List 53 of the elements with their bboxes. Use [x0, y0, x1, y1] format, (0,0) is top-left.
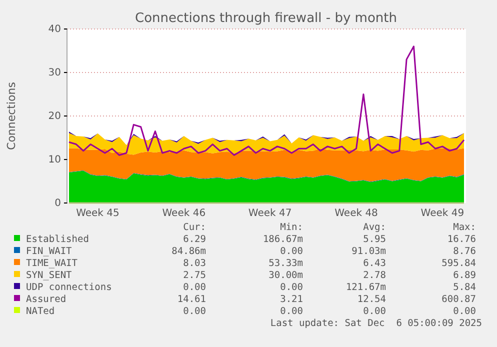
text: 0.00: [280, 306, 304, 317]
text: 12.54: [357, 294, 386, 305]
x-tick-label: Week 48: [334, 208, 378, 220]
text: 84.86m: [172, 246, 206, 257]
y-tick-label: 30: [48, 68, 61, 79]
text: 8.76: [453, 246, 476, 257]
text: Max:: [453, 222, 476, 233]
text: Avg:: [363, 222, 386, 233]
text: Cur:: [183, 222, 206, 233]
text: 0.00: [280, 282, 304, 293]
text: 2.78: [363, 270, 386, 281]
text: 53.33m: [268, 258, 304, 269]
legend-label: Established: [26, 234, 89, 245]
x-tick-label: Week 45: [76, 208, 120, 220]
x-tick-label: Week 47: [248, 208, 292, 220]
y-tick-label: 0: [54, 198, 61, 210]
chart-title: Connections through firewall - by month: [135, 11, 397, 26]
text: 91.03m: [352, 246, 386, 257]
legend-label: Assured: [26, 294, 66, 305]
text: 0.00: [183, 306, 206, 317]
y-axis-title: Connections: [5, 82, 18, 150]
text: 595.84: [442, 258, 476, 269]
line-series: [68, 46, 465, 156]
text: 6.89: [453, 270, 476, 281]
text: 0.00: [363, 306, 386, 317]
text: 0.00: [280, 246, 304, 257]
text: 186.67m: [262, 234, 304, 245]
text: 2.75: [183, 270, 206, 281]
x-tick-label: Week 46: [162, 208, 206, 220]
text: Min:: [280, 222, 303, 233]
text: 14.61: [177, 294, 206, 305]
y-tick-label: 40: [48, 24, 61, 36]
text: 121.67m: [346, 282, 386, 293]
legend-label: SYN_SENT: [26, 270, 72, 281]
text: 6.29: [183, 234, 206, 245]
text: 3.21: [280, 294, 304, 305]
text: 0.00: [183, 282, 206, 293]
legend-label: NATed: [26, 306, 55, 317]
text: Last update: Sat Dec 6 05:00:09 2025: [270, 318, 482, 329]
text: 16.76: [447, 234, 476, 245]
text: 30.00m: [268, 270, 304, 281]
text: 5.95: [363, 234, 386, 245]
y-tick-label: 10: [48, 154, 61, 166]
y-tick-label: 20: [48, 111, 61, 122]
text: 0.00: [453, 306, 476, 317]
text: 600.87: [442, 294, 476, 305]
text: 5.84: [453, 282, 476, 293]
x-tick-label: Week 49: [420, 208, 464, 220]
text: 6.43: [363, 258, 386, 269]
legend-label: UDP connections: [26, 282, 112, 293]
text: 8.03: [183, 258, 206, 269]
legend-label: FIN_WAIT: [26, 246, 72, 257]
legend-label: TIME_WAIT: [26, 258, 78, 269]
